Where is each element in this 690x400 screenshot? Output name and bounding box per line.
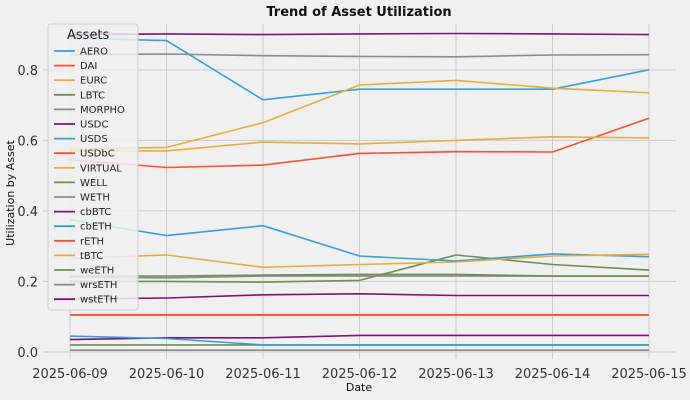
legend-label: DAI (80, 61, 97, 72)
series-lines (69, 32, 650, 352)
x-tick-label: 2025-06-11 (225, 367, 301, 382)
legend-label: USDC (80, 120, 108, 131)
legend-label: rETH (80, 236, 104, 247)
y-tick-label: 0.6 (17, 134, 38, 149)
series-line-aero (69, 37, 650, 101)
legend-label: MORPHO (80, 105, 125, 116)
legend-label: VIRTUAL (80, 163, 122, 174)
y-axis-ticks: 0.0 0.2 0.4 0.6 0.8 (17, 64, 38, 361)
x-tick-label: 2025-06-09 (32, 367, 108, 382)
legend-label: WETH (80, 193, 110, 204)
legend-label: wstETH (80, 295, 117, 306)
series-line-weeth (70, 273, 649, 277)
series-line-eurc (69, 79, 650, 150)
legend-item-cbeth: cbETH (54, 222, 112, 233)
legend-item-usdc: USDC (54, 120, 108, 131)
series-line-tbtc (69, 253, 650, 269)
legend-item-lbtc: LBTC (54, 90, 105, 101)
legend-label: USDbC (80, 149, 115, 160)
x-tick-label: 2025-06-14 (515, 367, 591, 382)
y-tick-label: 0.4 (17, 205, 38, 220)
series-line-well (70, 254, 650, 283)
legend-item-well: WELL (54, 178, 108, 189)
y-tick-label: 0.0 (17, 346, 38, 361)
legend-item-dai: DAI (54, 61, 97, 72)
legend-label: LBTC (80, 90, 105, 101)
x-tick-label: 2025-06-12 (322, 367, 398, 382)
legend-label: weETH (80, 266, 114, 277)
legend-items: AERO DAI EURC LBTC MORPHO USDC USDS USDbC VIRTUA… (54, 47, 125, 306)
y-tick-label: 0.8 (17, 64, 38, 79)
legend-label: WELL (80, 178, 108, 189)
legend-label: AERO (80, 47, 108, 58)
legend-label: USDS (80, 134, 108, 145)
legend-item-wrseth: wrsETH (54, 280, 117, 291)
series-line-usdbc (69, 117, 650, 169)
legend-label: cbBTC (80, 207, 111, 218)
series-line-cbeth (69, 218, 650, 262)
chart-title: Trend of Asset Utilization (266, 5, 451, 20)
legend-item-reth: rETH (54, 236, 104, 247)
legend-item-virtual: VIRTUAL (54, 163, 122, 174)
x-axis-title: Date (346, 381, 373, 394)
series-line-usds (69, 335, 649, 346)
legend-item-usds: USDS (54, 134, 108, 145)
legend-item-aero: AERO (54, 47, 108, 58)
grid (43, 24, 676, 359)
legend-item-wsteth: wstETH (54, 295, 117, 306)
legend-item-tbtc: tBTC (54, 251, 103, 262)
x-tick-label: 2025-06-10 (129, 367, 205, 382)
legend-item-usdbc: USDbC (54, 149, 115, 160)
legend-item-morpho: MORPHO (54, 105, 125, 116)
legend-label: cbETH (80, 222, 112, 233)
legend: Assets AERO DAI EURC LBTC MORPHO USDC USDS USDb… (47, 23, 139, 311)
x-axis-ticks: 2025-06-09 2025-06-10 2025-06-11 2025-06-12… (32, 367, 687, 382)
y-axis-title: Utilization by Asset (4, 139, 17, 245)
x-tick-label: 2025-06-13 (418, 367, 494, 382)
series-line-wsteth (69, 292, 649, 300)
series-line-morpho (69, 53, 650, 58)
legend-item-eurc: EURC (54, 76, 107, 87)
legend-item-weeth: weETH (54, 266, 114, 277)
legend-label: wrsETH (80, 280, 117, 291)
series-line-cbbtc (69, 32, 650, 36)
y-tick-label: 0.2 (17, 275, 38, 290)
legend-label: tBTC (80, 251, 103, 262)
legend-item-weth: WETH (54, 193, 110, 204)
legend-label: EURC (80, 76, 107, 87)
series-line-virtual (70, 136, 650, 152)
legend-title: Assets (67, 28, 110, 43)
x-tick-label: 2025-06-15 (611, 367, 687, 382)
legend-item-cbbtc: cbBTC (54, 207, 111, 218)
